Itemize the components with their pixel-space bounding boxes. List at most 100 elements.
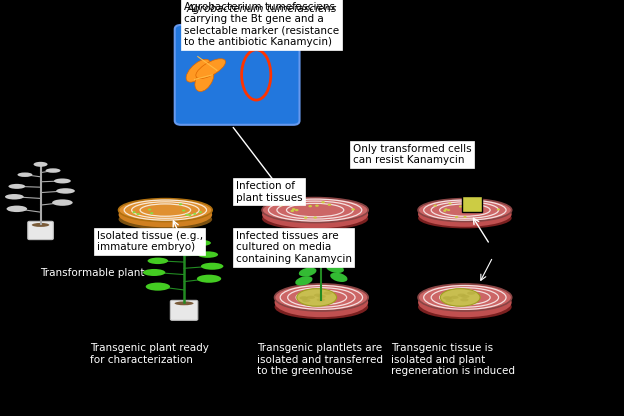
Ellipse shape bbox=[318, 295, 326, 298]
Text: Transgenic plantlets are
isolated and transferred
to the greenhouse: Transgenic plantlets are isolated and tr… bbox=[257, 343, 383, 376]
Ellipse shape bbox=[457, 294, 466, 297]
Ellipse shape bbox=[330, 272, 348, 282]
Ellipse shape bbox=[467, 292, 475, 295]
Ellipse shape bbox=[313, 216, 317, 219]
Ellipse shape bbox=[7, 206, 27, 212]
Text: Transgenic tissue is
isolated and plant
regeneration is induced: Transgenic tissue is isolated and plant … bbox=[391, 343, 515, 376]
Ellipse shape bbox=[290, 210, 294, 212]
Ellipse shape bbox=[186, 59, 210, 82]
Ellipse shape bbox=[300, 297, 308, 300]
Ellipse shape bbox=[34, 162, 47, 167]
Ellipse shape bbox=[275, 287, 368, 317]
Ellipse shape bbox=[292, 208, 296, 210]
Ellipse shape bbox=[9, 184, 25, 189]
Ellipse shape bbox=[418, 287, 512, 317]
Ellipse shape bbox=[455, 216, 458, 218]
Ellipse shape bbox=[295, 276, 313, 285]
Ellipse shape bbox=[148, 258, 168, 264]
Ellipse shape bbox=[418, 284, 512, 311]
Ellipse shape bbox=[56, 188, 75, 194]
Ellipse shape bbox=[119, 198, 212, 221]
Ellipse shape bbox=[443, 210, 446, 212]
Ellipse shape bbox=[328, 204, 331, 206]
Ellipse shape bbox=[295, 209, 298, 211]
Ellipse shape bbox=[52, 199, 73, 206]
Ellipse shape bbox=[185, 214, 188, 216]
Ellipse shape bbox=[300, 296, 308, 300]
Ellipse shape bbox=[316, 298, 325, 302]
Text: Isolated tissue (e.g.,
immature embryo): Isolated tissue (e.g., immature embryo) bbox=[97, 231, 203, 253]
Text: Infection of
plant tissues: Infection of plant tissues bbox=[236, 181, 303, 203]
Ellipse shape bbox=[280, 204, 283, 206]
Text: Agrobacterium tumefasciens: Agrobacterium tumefasciens bbox=[187, 4, 337, 14]
Ellipse shape bbox=[465, 205, 468, 207]
Ellipse shape bbox=[461, 295, 469, 298]
Ellipse shape bbox=[32, 223, 49, 227]
Ellipse shape bbox=[447, 209, 451, 211]
Ellipse shape bbox=[54, 178, 71, 183]
Ellipse shape bbox=[304, 217, 308, 219]
Ellipse shape bbox=[146, 282, 170, 291]
Ellipse shape bbox=[418, 198, 512, 221]
Ellipse shape bbox=[444, 297, 452, 300]
Ellipse shape bbox=[143, 269, 165, 276]
Ellipse shape bbox=[351, 208, 355, 210]
Ellipse shape bbox=[302, 299, 310, 302]
Ellipse shape bbox=[196, 59, 225, 79]
Ellipse shape bbox=[299, 267, 316, 277]
Ellipse shape bbox=[418, 202, 512, 227]
Ellipse shape bbox=[5, 194, 24, 200]
Ellipse shape bbox=[444, 208, 447, 210]
Ellipse shape bbox=[296, 202, 300, 204]
Ellipse shape bbox=[46, 168, 61, 173]
FancyBboxPatch shape bbox=[27, 221, 53, 240]
Ellipse shape bbox=[201, 263, 223, 270]
Ellipse shape bbox=[450, 296, 459, 299]
Ellipse shape bbox=[275, 284, 368, 311]
Text: Only transformed cells
can resist Kanamycin: Only transformed cells can resist Kanamy… bbox=[353, 144, 471, 165]
Ellipse shape bbox=[275, 295, 368, 319]
Ellipse shape bbox=[262, 208, 368, 230]
Ellipse shape bbox=[188, 214, 192, 216]
Ellipse shape bbox=[262, 198, 368, 223]
Ellipse shape bbox=[308, 205, 312, 207]
Ellipse shape bbox=[192, 240, 211, 246]
Ellipse shape bbox=[182, 210, 185, 211]
Ellipse shape bbox=[179, 203, 182, 205]
Ellipse shape bbox=[193, 213, 197, 215]
Ellipse shape bbox=[119, 209, 212, 230]
Ellipse shape bbox=[132, 211, 135, 213]
Ellipse shape bbox=[460, 298, 469, 302]
Text: Agrobacterium tumefasciens
carrying the Bt gene and a
selectable marker (resista: Agrobacterium tumefasciens carrying the … bbox=[184, 2, 339, 47]
Ellipse shape bbox=[434, 205, 437, 207]
Ellipse shape bbox=[297, 289, 336, 306]
Ellipse shape bbox=[137, 213, 140, 215]
Ellipse shape bbox=[446, 299, 454, 302]
Ellipse shape bbox=[464, 216, 467, 218]
Ellipse shape bbox=[195, 67, 214, 92]
Text: Infected tissues are
cultured on media
containing Kanamycin: Infected tissues are cultured on media c… bbox=[236, 231, 352, 264]
Ellipse shape bbox=[449, 203, 452, 205]
Ellipse shape bbox=[262, 201, 368, 228]
Ellipse shape bbox=[176, 232, 192, 238]
Ellipse shape bbox=[312, 259, 331, 267]
Bar bbox=[462, 196, 482, 212]
Ellipse shape bbox=[150, 212, 154, 214]
Ellipse shape bbox=[17, 173, 32, 177]
Ellipse shape bbox=[314, 294, 323, 297]
Ellipse shape bbox=[306, 296, 315, 299]
Ellipse shape bbox=[119, 202, 212, 227]
FancyBboxPatch shape bbox=[175, 25, 300, 125]
Ellipse shape bbox=[148, 208, 151, 210]
Ellipse shape bbox=[321, 201, 325, 203]
Ellipse shape bbox=[326, 264, 344, 273]
Ellipse shape bbox=[197, 275, 221, 283]
Text: Transformable plant: Transformable plant bbox=[41, 268, 145, 278]
Ellipse shape bbox=[418, 208, 512, 228]
Ellipse shape bbox=[156, 245, 175, 251]
Ellipse shape bbox=[459, 206, 462, 208]
Ellipse shape bbox=[315, 205, 319, 207]
Ellipse shape bbox=[443, 296, 451, 300]
Ellipse shape bbox=[476, 204, 479, 206]
Ellipse shape bbox=[497, 208, 500, 210]
